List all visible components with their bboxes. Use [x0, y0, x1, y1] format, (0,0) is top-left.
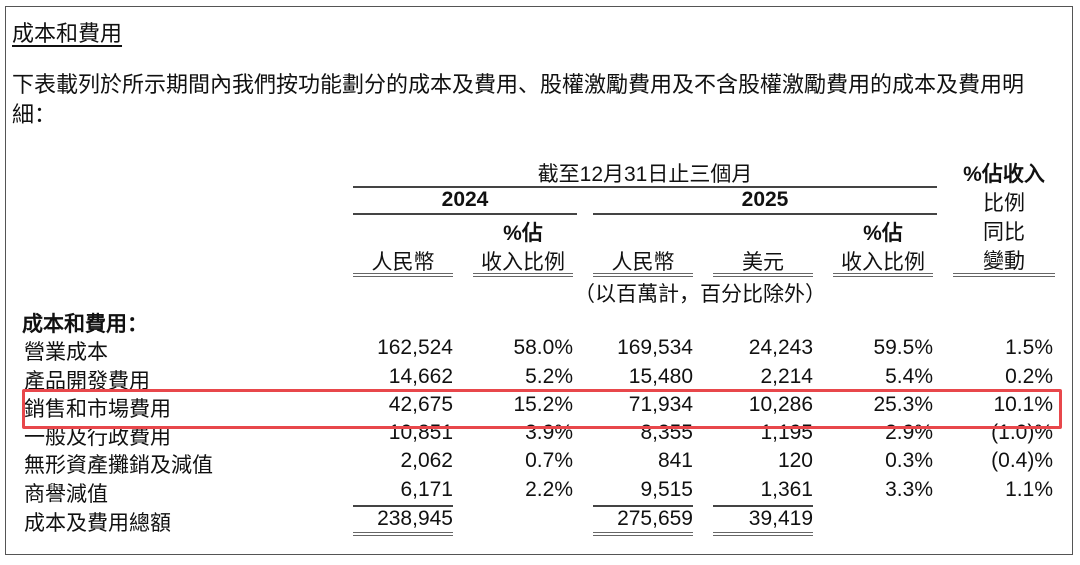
- cell-value: 120: [777, 449, 813, 472]
- total-top-rule: [353, 505, 453, 507]
- row-label: 銷售和市場費用: [24, 398, 171, 421]
- col-rule: [353, 273, 453, 277]
- cell-value: 1.1%: [1005, 478, 1053, 501]
- cell-value: 238,945: [377, 507, 453, 530]
- cell-value: 3.3%: [885, 478, 933, 501]
- total-top-rule: [713, 505, 813, 507]
- yoy-header: %佔收入 比例 同比 變動: [953, 160, 1055, 276]
- year-2025-header: 2025: [741, 188, 789, 211]
- cell-value: 6,171: [400, 478, 453, 501]
- cell-value: 169,534: [617, 336, 693, 359]
- col-rule: [473, 273, 573, 277]
- header-rule: [353, 186, 937, 188]
- cell-value: 71,934: [628, 393, 693, 416]
- yoy-header-line: 變動: [983, 250, 1025, 273]
- cell-value: 1.5%: [1005, 336, 1053, 359]
- frame-border: [5, 6, 1073, 555]
- cell-value: 162,524: [377, 336, 453, 359]
- total-bottom-rule: [713, 532, 813, 536]
- cell-value: 0.2%: [1005, 365, 1053, 388]
- cell-value: 841: [657, 449, 693, 472]
- col-rule: [953, 273, 1055, 277]
- total-bottom-rule: [353, 532, 453, 536]
- year-2024-header: 2024: [441, 188, 489, 211]
- pct-2024-header-top: %佔: [503, 222, 543, 245]
- total-top-rule: [593, 505, 693, 507]
- cell-value: 1,361: [760, 478, 813, 501]
- row-label: 一般及行政費用: [24, 426, 171, 449]
- yoy-header-line: 同比: [983, 221, 1025, 244]
- table-row: 銷售和市場費用 42,675 15.2% 71,934 10,286 25.3% 10.1%: [0, 393, 1080, 421]
- usd-2025-header: 美元: [742, 251, 784, 274]
- total-bottom-rule: [593, 532, 693, 536]
- pct-2025-header: 收入比例: [841, 251, 925, 274]
- col-rule: [713, 273, 813, 277]
- cell-value: 59.5%: [873, 336, 933, 359]
- rmb-2025-header: 人民幣: [611, 251, 675, 274]
- row-label: 成本及費用總額: [24, 512, 171, 535]
- unit-note: （以百萬計，百分比除外）: [574, 283, 826, 306]
- row-label: 商譽減值: [24, 483, 108, 506]
- cell-value: 10.1%: [993, 393, 1053, 416]
- rule-2025: [593, 213, 937, 215]
- table-row: 產品開發費用 14,662 5.2% 15,480 2,214 5.4% 0.2%: [0, 365, 1080, 393]
- cell-value: 9,515: [640, 478, 693, 501]
- yoy-header-line: 比例: [983, 192, 1025, 215]
- cell-value: 15,480: [628, 365, 693, 388]
- cell-value: 275,659: [617, 507, 693, 530]
- cell-value: 14,662: [388, 365, 453, 388]
- cell-value: 39,419: [748, 507, 813, 530]
- cell-value: 2,062: [400, 449, 453, 472]
- intro-paragraph: 下表載列於所示期間內我們按功能劃分的成本及費用、股權激勵費用及不含股權激勵費用的…: [12, 72, 1025, 127]
- table-row: 成本及費用總額 238,945 275,659 39,419: [0, 507, 1080, 535]
- cell-value: 5.2%: [525, 365, 573, 388]
- cell-value: 0.3%: [885, 449, 933, 472]
- pct-2024-header: 收入比例: [481, 251, 565, 274]
- rule-2024: [353, 213, 577, 215]
- pct-2025-header-top: %佔: [863, 222, 903, 245]
- period-header: 截至12月31日止三個月: [537, 163, 753, 186]
- cell-value: 24,243: [748, 336, 813, 359]
- table-row: 營業成本 162,524 58.0% 169,534 24,243 59.5% 1.5%: [0, 336, 1080, 364]
- table-row: 商譽減值 6,171 2.2% 9,515 1,361 3.3% 1.1%: [0, 478, 1080, 506]
- cell-value: 2.2%: [525, 478, 573, 501]
- cell-value: 25.3%: [873, 393, 933, 416]
- cell-value: 0.7%: [525, 449, 573, 472]
- row-label: 無形資產攤銷及減值: [24, 454, 213, 477]
- table-row: 無形資產攤銷及減值 2,062 0.7% 841 120 0.3% (0.4)%: [0, 449, 1080, 477]
- section-label: 成本和費用：: [22, 313, 148, 336]
- cell-value: 42,675: [388, 393, 453, 416]
- row-label: 產品開發費用: [24, 370, 150, 393]
- rmb-2024-header: 人民幣: [371, 251, 435, 274]
- highlight-box: [22, 389, 1062, 429]
- cell-value: 58.0%: [513, 336, 573, 359]
- yoy-header-line: %佔收入: [963, 163, 1045, 186]
- cell-value: 10,286: [748, 393, 813, 416]
- cell-value: 15.2%: [513, 393, 573, 416]
- row-label: 營業成本: [24, 341, 108, 364]
- section-title: 成本和費用: [12, 21, 123, 46]
- cell-value: (0.4)%: [991, 449, 1053, 472]
- col-rule: [833, 273, 933, 277]
- cell-value: 5.4%: [885, 365, 933, 388]
- cell-value: 2,214: [760, 365, 813, 388]
- col-rule: [593, 273, 693, 277]
